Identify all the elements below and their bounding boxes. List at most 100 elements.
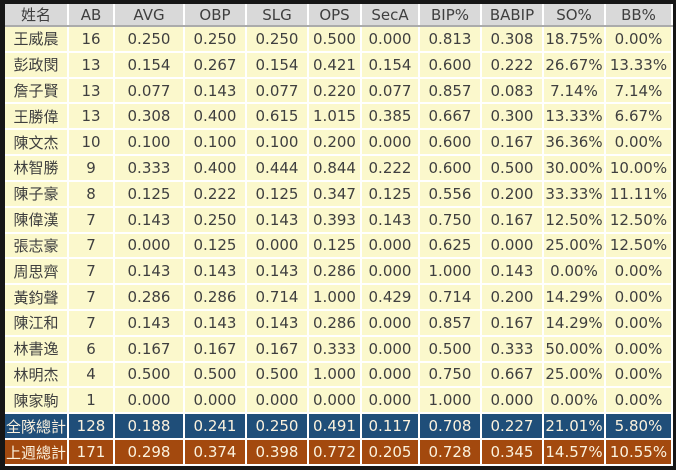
stat-cell-ab: 7 <box>68 232 115 260</box>
stat-cell-slg: 0.143 <box>246 206 309 234</box>
stat-cell-ab: 10 <box>68 129 115 157</box>
stat-cell-ab: 9 <box>68 155 115 182</box>
player-name-cell: 周思齊 <box>5 258 69 286</box>
player-name-cell: 林明杰 <box>5 361 69 389</box>
stat-cell-bbpct: 13.33% <box>605 51 673 79</box>
stat-cell-ab: 7 <box>68 206 115 234</box>
stat-cell-bippct: 0.750 <box>419 361 482 389</box>
column-header-babip: BABIP <box>481 4 544 27</box>
stat-cell-babip: 0.333 <box>481 335 544 363</box>
player-name-cell: 黃鈞聲 <box>5 284 69 311</box>
stat-cell-babip: 0.167 <box>481 129 544 157</box>
stat-cell-ab: 7 <box>68 284 115 311</box>
stat-cell-ops: 1.000 <box>308 284 362 311</box>
stat-cell-seca: 0.000 <box>361 26 420 53</box>
stat-cell-babip: 0.227 <box>481 413 544 440</box>
stat-cell-ops: 0.421 <box>308 51 362 79</box>
stat-cell-babip: 0.200 <box>481 284 544 311</box>
stat-cell-bippct: 0.625 <box>419 232 482 260</box>
stat-cell-slg: 0.000 <box>246 232 309 260</box>
stat-cell-seca: 0.154 <box>361 51 420 79</box>
stat-cell-avg: 0.286 <box>114 284 185 311</box>
stat-cell-sopct: 0.00% <box>543 258 606 286</box>
stat-cell-ab: 8 <box>68 180 115 208</box>
stat-cell-bippct: 0.750 <box>419 206 482 234</box>
stat-cell-bbpct: 10.00% <box>605 155 673 182</box>
stat-cell-babip: 0.083 <box>481 77 544 105</box>
player-name-cell: 林書逸 <box>5 335 69 363</box>
stat-cell-seca: 0.385 <box>361 103 420 131</box>
stat-cell-bbpct: 0.00% <box>605 284 673 311</box>
player-name-cell: 詹子賢 <box>5 77 69 105</box>
stat-cell-sopct: 50.00% <box>543 335 606 363</box>
stat-cell-slg: 0.500 <box>246 361 309 389</box>
stat-cell-seca: 0.000 <box>361 309 420 337</box>
stat-cell-ops: 0.000 <box>308 387 362 415</box>
stat-cell-bippct: 0.600 <box>419 51 482 79</box>
stat-cell-obp: 0.500 <box>184 361 247 389</box>
player-row: 周思齊 7 0.143 0.143 0.143 0.286 0.000 1.000 0.143 0… <box>5 258 673 286</box>
stat-cell-avg: 0.250 <box>114 26 185 53</box>
stat-cell-avg: 0.298 <box>114 439 185 466</box>
table-body: 王威晨 16 0.250 0.250 0.250 0.500 0.000 0.813 0.308… <box>5 26 673 466</box>
stat-cell-sopct: 12.50% <box>543 206 606 234</box>
stat-cell-bbpct: 6.67% <box>605 103 673 131</box>
stat-cell-bippct: 0.556 <box>419 180 482 208</box>
stat-cell-bbpct: 12.50% <box>605 232 673 260</box>
stat-cell-ops: 0.491 <box>308 413 362 440</box>
stat-cell-ab: 13 <box>68 103 115 131</box>
stat-cell-bippct: 0.857 <box>419 309 482 337</box>
stat-cell-seca: 0.077 <box>361 77 420 105</box>
stat-cell-obp: 0.000 <box>184 387 247 415</box>
stat-cell-obp: 0.250 <box>184 26 247 53</box>
stat-cell-avg: 0.500 <box>114 361 185 389</box>
stat-cell-sopct: 14.29% <box>543 309 606 337</box>
stat-cell-obp: 0.167 <box>184 335 247 363</box>
stat-cell-slg: 0.125 <box>246 180 309 208</box>
player-row: 陳偉漢 7 0.143 0.250 0.143 0.393 0.143 0.750 0.167 1… <box>5 206 673 234</box>
player-row: 王勝偉 13 0.308 0.400 0.615 1.015 0.385 0.667 0.300… <box>5 103 673 131</box>
stat-cell-bippct: 0.500 <box>419 335 482 363</box>
player-row: 張志豪 7 0.000 0.125 0.000 0.125 0.000 0.625 0.000 2… <box>5 232 673 260</box>
player-name-cell: 陳文杰 <box>5 129 69 157</box>
player-name-cell: 陳偉漢 <box>5 206 69 234</box>
stat-cell-bippct: 0.728 <box>419 439 482 466</box>
stat-cell-slg: 0.250 <box>246 413 309 440</box>
stat-cell-slg: 0.000 <box>246 387 309 415</box>
stat-cell-bippct: 0.857 <box>419 77 482 105</box>
stat-cell-sopct: 14.57% <box>543 439 606 466</box>
stat-cell-avg: 0.308 <box>114 103 185 131</box>
stat-cell-sopct: 13.33% <box>543 103 606 131</box>
batting-stats-table: 姓名 AB AVG OBP SLG OPS SecA BIP% BABIP SO% BB% 王威晨 1… <box>5 4 673 466</box>
stat-cell-bippct: 1.000 <box>419 387 482 415</box>
stat-cell-avg: 0.333 <box>114 155 185 182</box>
stat-cell-bippct: 0.708 <box>419 413 482 440</box>
stat-cell-ops: 0.772 <box>308 439 362 466</box>
stat-cell-ops: 0.286 <box>308 309 362 337</box>
stat-cell-ab: 13 <box>68 51 115 79</box>
column-header-name: 姓名 <box>5 4 69 27</box>
stat-cell-obp: 0.143 <box>184 77 247 105</box>
stat-cell-ab: 171 <box>68 439 115 466</box>
stat-cell-babip: 0.667 <box>481 361 544 389</box>
stat-cell-slg: 0.714 <box>246 284 309 311</box>
stat-cell-babip: 0.143 <box>481 258 544 286</box>
stat-cell-obp: 0.125 <box>184 232 247 260</box>
stat-cell-babip: 0.300 <box>481 103 544 131</box>
stat-cell-obp: 0.100 <box>184 129 247 157</box>
stat-cell-obp: 0.400 <box>184 155 247 182</box>
stat-cell-babip: 0.167 <box>481 309 544 337</box>
column-header-bippct: BIP% <box>419 4 482 27</box>
stat-cell-sopct: 25.00% <box>543 232 606 260</box>
player-name-cell: 林智勝 <box>5 155 69 182</box>
stat-cell-slg: 0.167 <box>246 335 309 363</box>
stat-cell-obp: 0.267 <box>184 51 247 79</box>
stat-cell-slg: 0.615 <box>246 103 309 131</box>
stat-cell-bippct: 0.667 <box>419 103 482 131</box>
stat-cell-ops: 0.333 <box>308 335 362 363</box>
stat-cell-obp: 0.241 <box>184 413 247 440</box>
stat-cell-ab: 7 <box>68 309 115 337</box>
stat-cell-bbpct: 0.00% <box>605 129 673 157</box>
stat-cell-seca: 0.117 <box>361 413 420 440</box>
